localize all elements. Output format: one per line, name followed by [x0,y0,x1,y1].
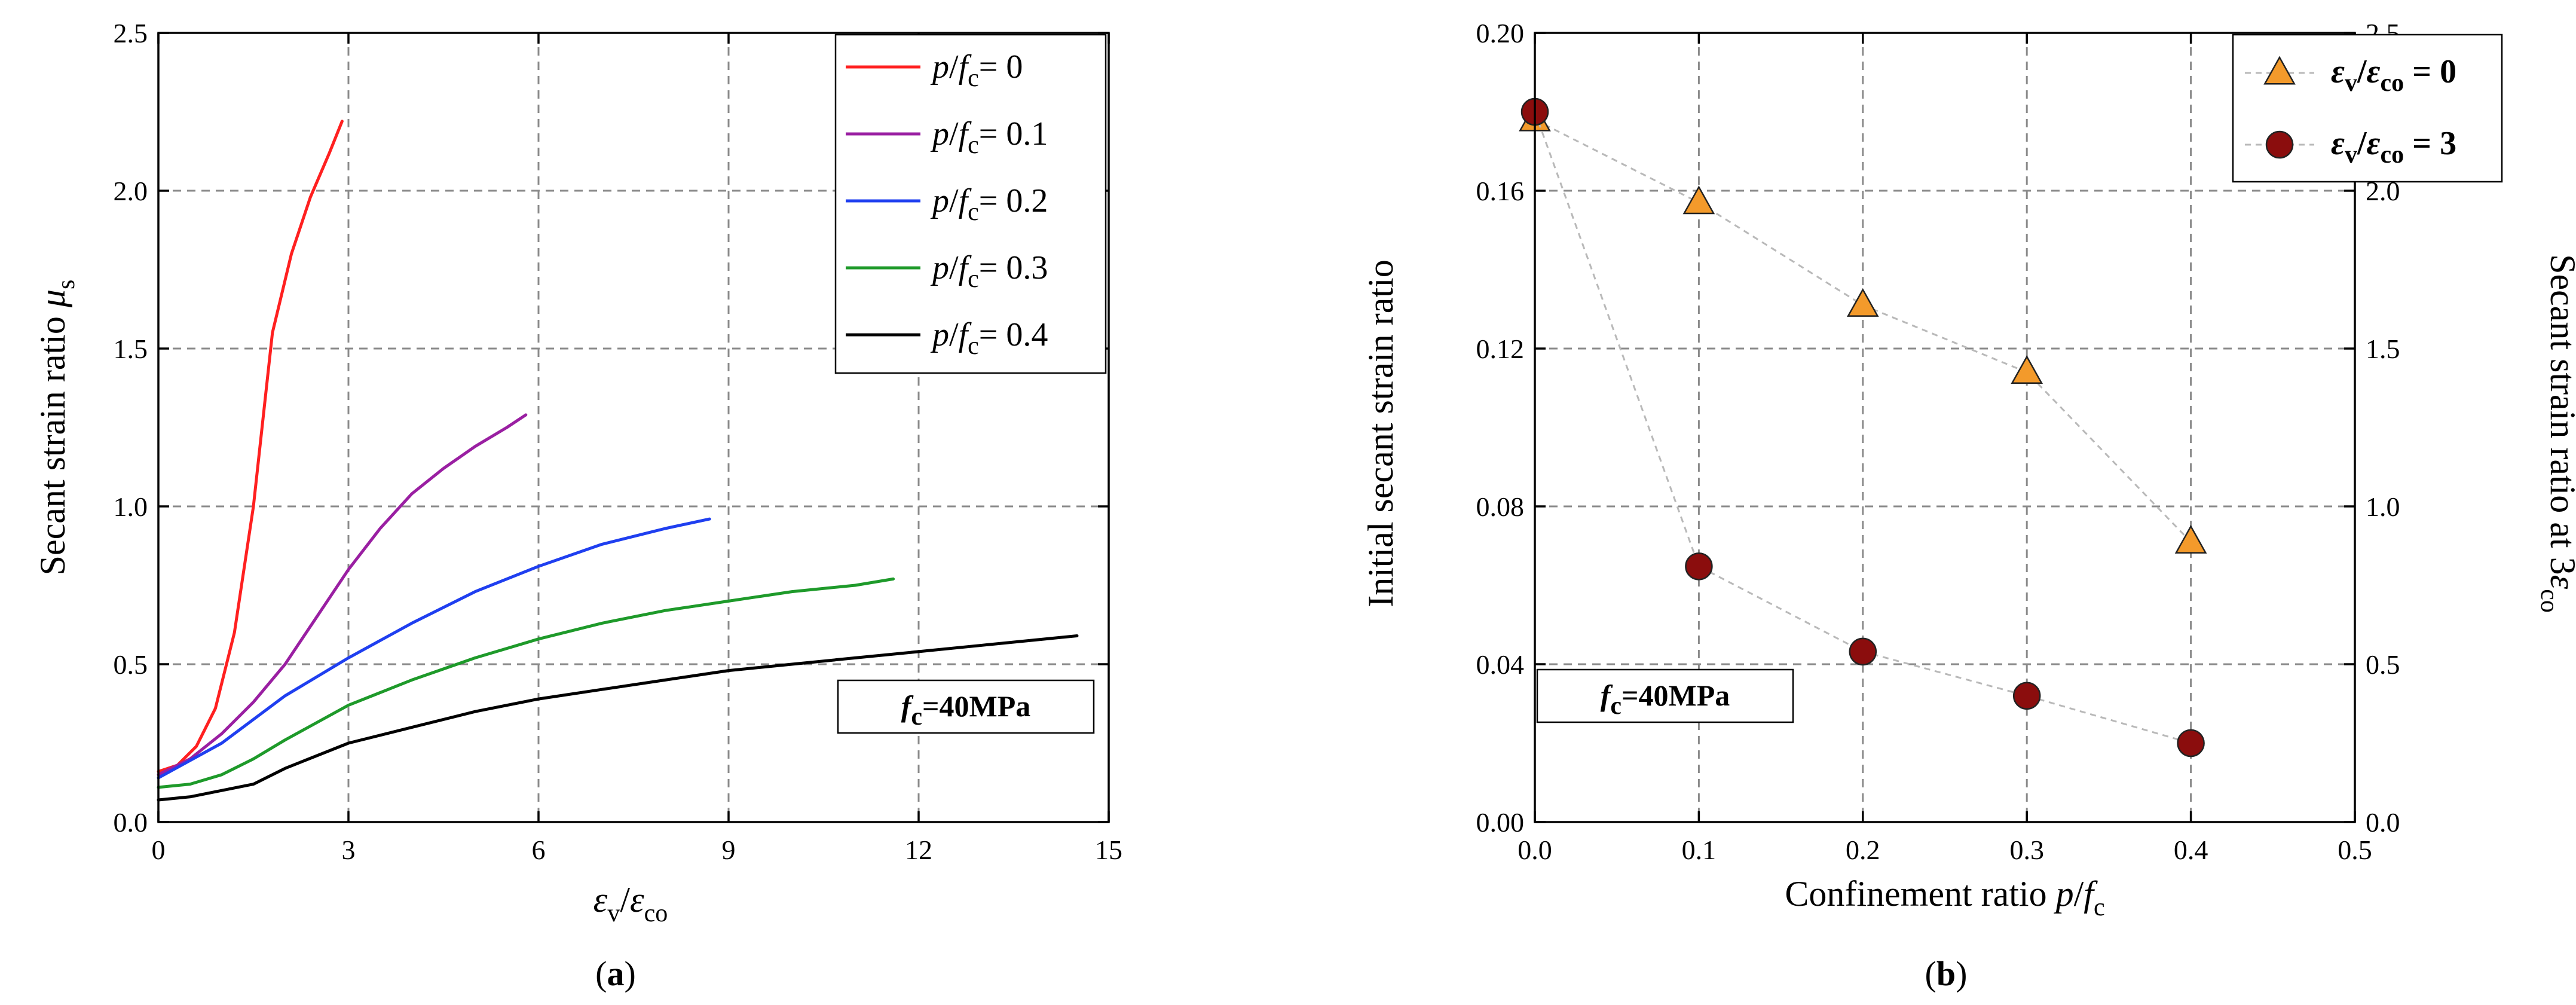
chart-b-ytick-label: 0.04 [1476,649,1525,680]
chart-a-series [157,120,1079,802]
chart-a-xlabel: εv/εco [593,880,668,927]
chart-b-xtick-label: 0.2 [1846,835,1880,865]
chart-a-caption: (a) [595,954,636,993]
chart-b-series [1519,97,2207,757]
chart-a-legend-label-2: p/fc= 0.2 [930,182,1048,226]
chart-a-legend-label-1: p/fc= 0.1 [930,115,1048,159]
chart-b-legend-label-1: εv/εco = 3 [2331,125,2456,169]
chart-a-xtick-label: 9 [722,835,736,865]
chart-b-grid [1535,33,2355,822]
chart-b-legend-label-0: εv/εco = 0 [2331,53,2456,97]
chart-b-y2label: Secant strain ratio at 3εco [2535,254,2576,613]
chart-b-caption: (b) [1925,954,1968,993]
chart-b-point-1-3 [2012,682,2041,710]
chart-b-legend: εv/εco = 0 εv/εco = 3 [2232,33,2503,183]
chart-a-ytick-label: 0.5 [114,649,148,680]
chart-b-ytick-label: 0.08 [1476,491,1525,522]
chart-a-ticks: 0 3 6 9 12 15 0.0 0.5 1.0 1.5 2.0 2.5 [114,18,1123,865]
chart-a-xtick-label: 3 [342,835,356,865]
chart-a-plot-frame [157,32,1110,823]
chart-b-note-box [1536,668,1794,723]
chart-b-ytick-label: 0.16 [1476,176,1525,206]
chart-b-point-0-2 [1846,288,1879,317]
chart-a-legend-box [834,33,1107,374]
chart-b-xtick-label: 0.0 [1518,835,1552,865]
chart-b-legend-marker-1 [2265,130,2294,159]
chart-b-point-0-4 [2174,524,2207,554]
chart-a-note-text: fc=40MPa [901,689,1031,731]
chart-a-xtick-label: 15 [1095,835,1122,865]
chart-a-xtick-label: 12 [905,835,932,865]
chart-b-xtick-label: 0.4 [2174,835,2208,865]
chart-a-legend-label-4: p/fc= 0.4 [930,316,1048,360]
chart-a-legend: p/fc= 0 p/fc= 0.1 p/fc= 0.2 p/fc= 0.3 p/fc= … [834,33,1107,374]
chart-b-y2tick-label: 1.0 [2366,491,2400,522]
chart-b-point-1-4 [2177,729,2205,757]
chart-a: 0 3 6 9 12 15 0.0 0.5 1.0 1.5 2.0 2.5 Secant strain… [33,18,1122,993]
chart-a-note-box [837,679,1095,734]
chart-a-ytick-label: 1.5 [114,334,148,364]
chart-a-series-line-3 [157,577,895,789]
chart-b-point-1-2 [1849,637,1877,666]
chart-b-note: fc=40MPa [1536,668,1794,723]
chart-b-y2tick-label: 0.5 [2366,649,2400,680]
chart-a-ytick-label: 0.0 [114,807,148,838]
chart-a-series-line-1 [157,413,528,777]
chart-b-plot-frame [1534,32,2356,823]
chart-b-ytick-label: 0.20 [1476,18,1525,48]
chart-b-xtick-label: 0.1 [1682,835,1717,865]
chart-b-point-0-1 [1682,185,1715,215]
chart-a-ytick-label: 2.0 [114,176,148,206]
chart-b-ylabel: Initial secant strain ratio [1361,259,1400,607]
chart-b-point-1-1 [1685,552,1713,581]
chart-b-xlabel: Confinement ratio p/fc [1785,874,2104,921]
chart-a-note: fc=40MPa [837,679,1095,734]
chart-b-note-text: fc=40MPa [1601,679,1730,720]
chart-b-xtick-label: 0.3 [2009,835,2044,865]
chart-b-ytick-label: 0.00 [1476,807,1525,838]
chart-a-series-line-2 [157,517,711,780]
chart-a-xtick-label: 0 [152,835,166,865]
chart-a-series-line-0 [157,120,344,773]
chart-a-legend-label-0: p/fc= 0 [930,48,1023,92]
chart-a-ylabel: Secant strain ratio μs [33,280,80,576]
chart-b-y2tick-label: 1.5 [2366,334,2400,364]
chart-b: 0.0 0.1 0.2 0.3 0.4 0.5 0.00 0.04 0.08 0.12 0.16 0.… [1361,18,2576,993]
chart-a-series-line-4 [157,634,1079,802]
chart-a-xtick-label: 6 [532,835,546,865]
chart-b-legend-marker-0 [2263,56,2296,85]
chart-b-point-0-3 [2011,355,2043,384]
chart-a-legend-label-3: p/fc= 0.3 [930,249,1048,293]
chart-a-ytick-label: 1.0 [114,491,148,522]
chart-b-xtick-label: 0.5 [2338,835,2372,865]
chart-b-ytick-label: 0.12 [1476,334,1525,364]
chart-a-ytick-label: 2.5 [114,18,148,48]
chart-b-y2tick-label: 0.0 [2366,807,2400,838]
